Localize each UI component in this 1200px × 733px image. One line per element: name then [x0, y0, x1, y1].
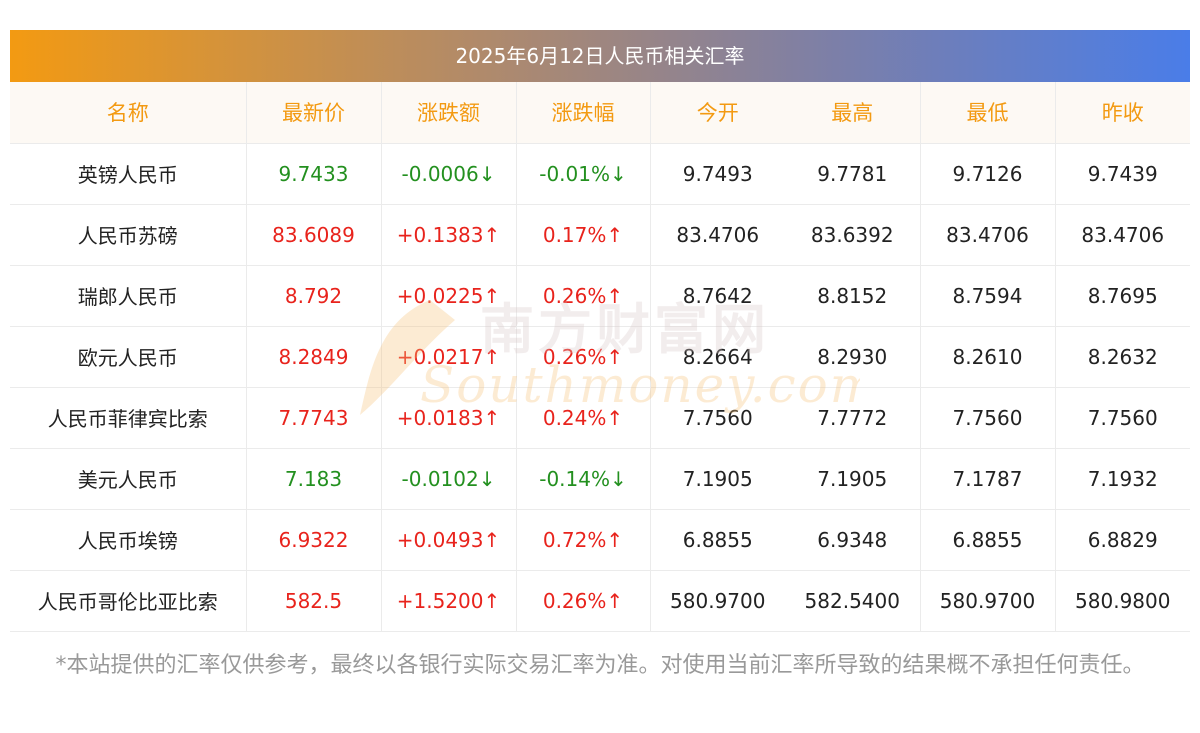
table-title: 2025年6月12日人民币相关汇率	[10, 30, 1190, 82]
cell-last: 7.183	[246, 448, 382, 510]
cell-high: 7.1905	[785, 448, 921, 510]
col-header-change: 涨跌额	[381, 82, 517, 144]
col-header-low: 最低	[920, 82, 1056, 144]
table-body: 英镑人民币 9.7433 -0.0006↓ -0.01%↓ 9.7493 9.7781 9.…	[10, 143, 1190, 632]
cell-prev: 7.7560	[1055, 387, 1190, 449]
table-row: 英镑人民币 9.7433 -0.0006↓ -0.01%↓ 9.7493 9.7781 9.…	[10, 143, 1190, 205]
col-header-high: 最高	[785, 82, 921, 144]
cell-low: 8.2610	[920, 326, 1056, 388]
col-header-name: 名称	[10, 82, 247, 144]
table-row: 人民币苏磅 83.6089 +0.1383↑ 0.17%↑ 83.4706 83.6392…	[10, 204, 1190, 266]
cell-prev: 83.4706	[1055, 204, 1190, 266]
cell-prev: 6.8829	[1055, 509, 1190, 571]
table-row: 欧元人民币 8.2849 +0.0217↑ 0.26%↑ 8.2664 8.2930 8.2…	[10, 326, 1190, 388]
cell-open: 8.7642	[650, 265, 785, 327]
cell-high: 6.9348	[785, 509, 921, 571]
cell-open: 8.2664	[650, 326, 785, 388]
cell-prev: 7.1932	[1055, 448, 1190, 510]
cell-name: 瑞郎人民币	[10, 265, 247, 327]
cell-open: 580.9700	[650, 570, 785, 632]
rate-panel: 2025年6月12日人民币相关汇率 名称 最新价 涨跌额 涨跌幅 今开 最高 最…	[10, 30, 1190, 632]
cell-last: 582.5	[246, 570, 382, 632]
cell-low: 83.4706	[920, 204, 1056, 266]
cell-high: 9.7781	[785, 143, 921, 205]
table-row: 人民币哥伦比亚比索 582.5 +1.5200↑ 0.26%↑ 580.9700 582.…	[10, 570, 1190, 632]
cell-pct: 0.26%↑	[516, 265, 651, 327]
disclaimer-footnote: *本站提供的汇率仅供参考，最终以各银行实际交易汇率为准。对使用当前汇率所导致的结…	[55, 653, 1145, 678]
cell-change: +0.0225↑	[381, 265, 517, 327]
cell-name: 欧元人民币	[10, 326, 247, 388]
cell-last: 7.7743	[246, 387, 382, 449]
table-row: 人民币埃镑 6.9322 +0.0493↑ 0.72%↑ 6.8855 6.9348 6.8…	[10, 509, 1190, 571]
cell-low: 8.7594	[920, 265, 1056, 327]
cell-name: 人民币苏磅	[10, 204, 247, 266]
cell-prev: 9.7439	[1055, 143, 1190, 205]
cell-low: 580.9700	[920, 570, 1056, 632]
cell-change: -0.0102↓	[381, 448, 517, 510]
cell-name: 人民币埃镑	[10, 509, 247, 571]
cell-name: 人民币哥伦比亚比索	[10, 570, 247, 632]
cell-prev: 8.7695	[1055, 265, 1190, 327]
cell-open: 9.7493	[650, 143, 785, 205]
cell-last: 8.2849	[246, 326, 382, 388]
col-header-prev: 昨收	[1055, 82, 1190, 144]
col-header-pct: 涨跌幅	[516, 82, 651, 144]
cell-prev: 8.2632	[1055, 326, 1190, 388]
cell-high: 8.8152	[785, 265, 921, 327]
table-header-row: 名称 最新价 涨跌额 涨跌幅 今开 最高 最低 昨收	[10, 82, 1190, 144]
cell-last: 83.6089	[246, 204, 382, 266]
cell-change: +1.5200↑	[381, 570, 517, 632]
cell-low: 7.7560	[920, 387, 1056, 449]
cell-change: +0.1383↑	[381, 204, 517, 266]
cell-last: 9.7433	[246, 143, 382, 205]
cell-change: +0.0183↑	[381, 387, 517, 449]
cell-change: -0.0006↓	[381, 143, 517, 205]
cell-pct: 0.26%↑	[516, 326, 651, 388]
cell-pct: 0.72%↑	[516, 509, 651, 571]
cell-high: 83.6392	[785, 204, 921, 266]
cell-change: +0.0493↑	[381, 509, 517, 571]
table-row: 人民币菲律宾比索 7.7743 +0.0183↑ 0.24%↑ 7.7560 7.7772…	[10, 387, 1190, 449]
cell-high: 7.7772	[785, 387, 921, 449]
cell-name: 人民币菲律宾比索	[10, 387, 247, 449]
table-row: 美元人民币 7.183 -0.0102↓ -0.14%↓ 7.1905 7.1905 7.1…	[10, 448, 1190, 510]
col-header-last: 最新价	[246, 82, 382, 144]
cell-low: 7.1787	[920, 448, 1056, 510]
cell-high: 582.5400	[785, 570, 921, 632]
exchange-rate-table: 名称 最新价 涨跌额 涨跌幅 今开 最高 最低 昨收 英镑人民币 9.7433 -0…	[10, 82, 1190, 632]
col-header-open: 今开	[650, 82, 785, 144]
cell-name: 英镑人民币	[10, 143, 247, 205]
cell-open: 83.4706	[650, 204, 785, 266]
cell-last: 8.792	[246, 265, 382, 327]
cell-pct: 0.26%↑	[516, 570, 651, 632]
cell-prev: 580.9800	[1055, 570, 1190, 632]
cell-name: 美元人民币	[10, 448, 247, 510]
cell-open: 7.7560	[650, 387, 785, 449]
cell-open: 6.8855	[650, 509, 785, 571]
cell-pct: 0.24%↑	[516, 387, 651, 449]
cell-pct: -0.14%↓	[516, 448, 651, 510]
cell-last: 6.9322	[246, 509, 382, 571]
cell-pct: 0.17%↑	[516, 204, 651, 266]
cell-low: 6.8855	[920, 509, 1056, 571]
cell-open: 7.1905	[650, 448, 785, 510]
cell-change: +0.0217↑	[381, 326, 517, 388]
cell-high: 8.2930	[785, 326, 921, 388]
cell-low: 9.7126	[920, 143, 1056, 205]
cell-pct: -0.01%↓	[516, 143, 651, 205]
table-row: 瑞郎人民币 8.792 +0.0225↑ 0.26%↑ 8.7642 8.8152 8.75…	[10, 265, 1190, 327]
